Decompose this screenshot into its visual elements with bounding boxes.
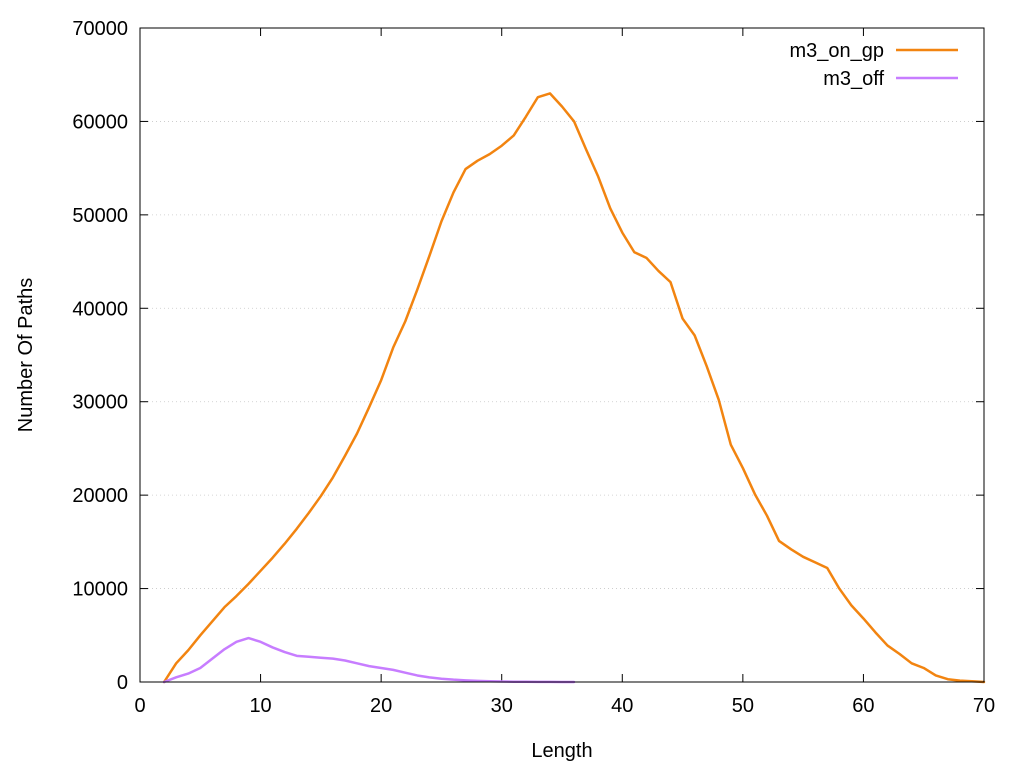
y-tick-label: 20000 [72,485,128,507]
legend: m3_on_gp m3_off [789,40,958,90]
y-tick-label: 0 [117,672,128,694]
x-tick-label: 10 [249,695,271,717]
x-tick-label: 20 [370,695,392,717]
plot-frame [139,27,985,683]
y-tick-labels: 0 10000 20000 30000 40000 50000 60000 70000 [72,18,128,694]
axis-ticks [139,27,985,683]
series-lines [162,92,986,684]
series-line-m3_off [162,636,576,684]
y-tick-label: 50000 [72,205,128,227]
y-tick-label: 40000 [72,298,128,320]
series-line-m3_on_gp [162,92,986,684]
x-tick-label: 70 [973,695,995,717]
x-tick-label: 40 [611,695,633,717]
y-tick-label: 10000 [72,579,128,601]
y-axis-label: Number Of Paths [15,278,37,433]
y-tick-label: 70000 [72,18,128,40]
legend-label-m3_off: m3_off [823,68,884,90]
x-axis-label: Length [531,740,592,762]
x-tick-label: 60 [852,695,874,717]
legend-label-m3_on_gp: m3_on_gp [789,40,884,62]
x-tick-label: 30 [491,695,513,717]
y-tick-label: 60000 [72,111,128,133]
grid-lines [140,121,984,589]
y-tick-label: 30000 [72,392,128,414]
x-tick-label: 0 [134,695,145,717]
x-tick-label: 50 [732,695,754,717]
x-tick-labels: 0 10 20 30 40 50 60 70 [134,695,995,717]
